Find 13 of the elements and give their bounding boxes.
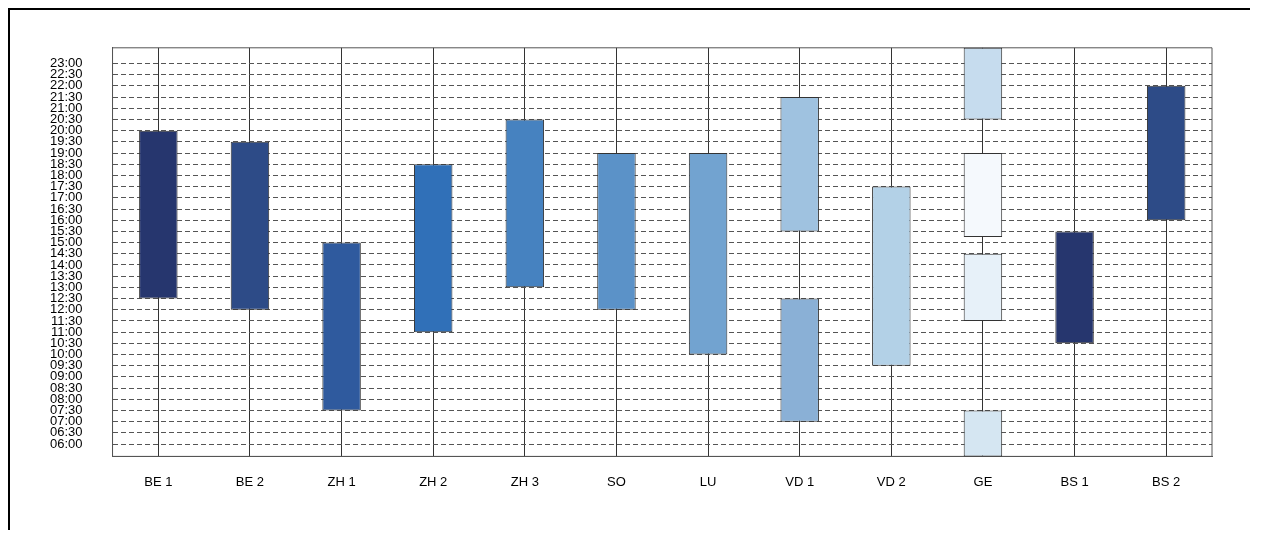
x-tick-label: BE 1 (144, 473, 173, 489)
x-tick-label: VD 2 (876, 473, 906, 489)
x-tick-label: VD 1 (785, 473, 815, 489)
x-tick-label: ZH 1 (327, 473, 356, 489)
x-tick-label: ZH 2 (419, 473, 448, 489)
x-tick-label: ZH 3 (510, 473, 539, 489)
x-tick-label: BE 2 (235, 473, 265, 489)
x-tick-label: GE (973, 473, 993, 489)
x-tick-label: LU (699, 473, 717, 489)
x-tick-label: SO (607, 473, 626, 489)
x-tick-label: BS 1 (1060, 473, 1089, 489)
x-tick-label: BS 2 (1152, 473, 1181, 489)
y-tick-label: 18:00 (49, 167, 83, 182)
